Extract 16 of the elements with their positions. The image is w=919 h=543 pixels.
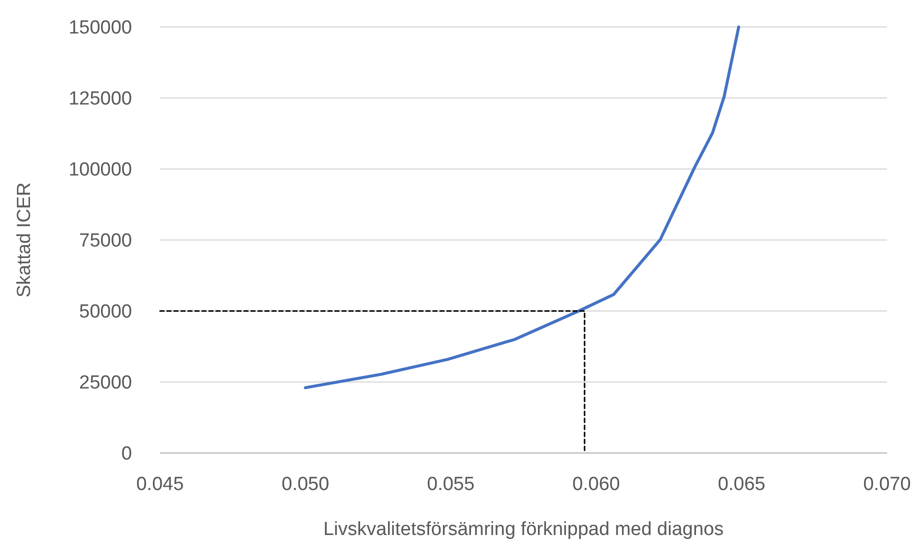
y-axis-title: Skattad ICER xyxy=(14,182,35,298)
x-tick-label: 0.070 xyxy=(863,474,911,495)
y-tick-label: 25000 xyxy=(79,372,132,394)
x-tick-label: 0.045 xyxy=(136,474,184,495)
y-tick-label: 150000 xyxy=(68,18,132,39)
y-tick-label: 125000 xyxy=(68,88,132,110)
x-tick-label: 0.055 xyxy=(427,474,475,495)
y-tick-label: 50000 xyxy=(79,302,132,323)
y-tick-label: 75000 xyxy=(79,230,132,252)
x-tick-label: 0.060 xyxy=(572,474,620,495)
y-tick-label: 100000 xyxy=(68,160,132,181)
x-tick-label: 0.050 xyxy=(282,474,330,495)
x-axis-title: Livskvalitetsförsämring förknippad med diagnos xyxy=(323,519,724,540)
y-tick-label: 0 xyxy=(121,444,132,465)
x-tick-label: 0.065 xyxy=(718,474,766,495)
line-series xyxy=(304,26,740,390)
